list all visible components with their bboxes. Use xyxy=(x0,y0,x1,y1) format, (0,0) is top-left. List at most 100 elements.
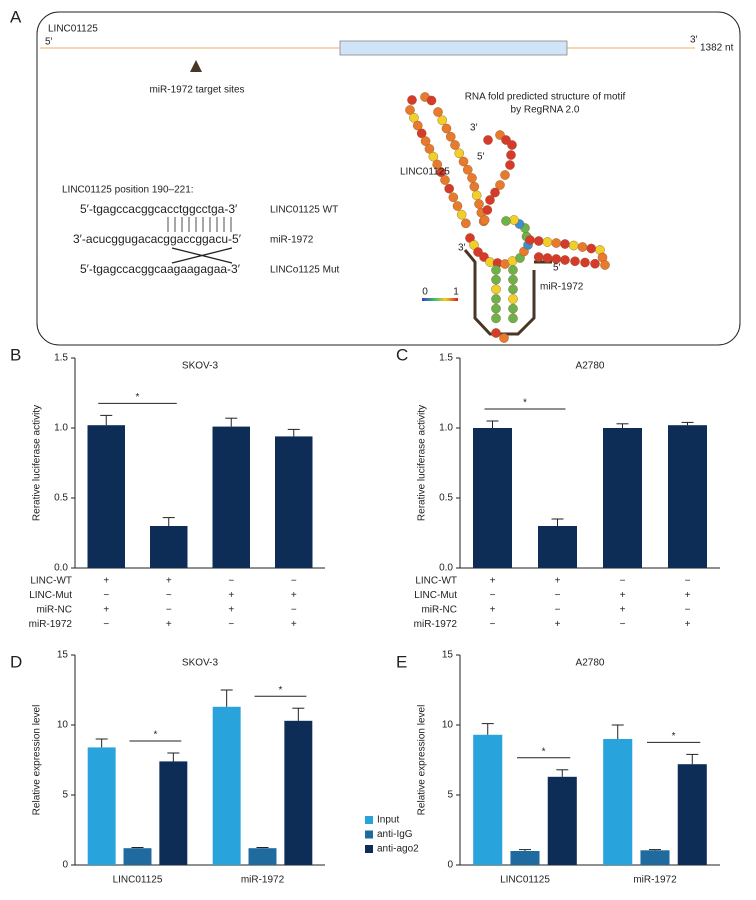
panel-label: A xyxy=(10,7,22,26)
condition-name: LINC-Mut xyxy=(29,590,72,601)
fold-label: LINC01125 xyxy=(400,167,450,178)
bar xyxy=(603,739,633,865)
nucleotide xyxy=(452,201,463,211)
bar xyxy=(248,848,277,865)
sequence: 5′-tgagccacggcaagaagagaa-3′ xyxy=(80,262,241,276)
nucleotide xyxy=(525,235,535,245)
nucleotide xyxy=(499,333,509,343)
condition-sign: + xyxy=(620,605,626,616)
nucleotide xyxy=(560,239,570,249)
nucleotide xyxy=(437,115,448,126)
y-tick-label: 0 xyxy=(447,860,453,871)
nucleotide xyxy=(482,205,493,215)
condition-name: miR-1972 xyxy=(29,619,73,630)
mir-bracket xyxy=(463,249,536,336)
nucleotide xyxy=(454,148,465,159)
y-tick-label: 15 xyxy=(442,650,454,661)
condition-sign: − xyxy=(490,619,496,630)
fold-label: miR-1972 xyxy=(540,282,584,293)
sequence: 3′-acucggugacacggaccggacu-5′ xyxy=(73,232,242,246)
nucleotide xyxy=(412,120,423,131)
fold-label: 5′ xyxy=(477,152,485,163)
nucleotide xyxy=(508,303,518,314)
nucleotide xyxy=(508,265,518,275)
nucleotide xyxy=(444,183,454,194)
condition-name: miR-NC xyxy=(421,605,457,616)
condition-sign: + xyxy=(103,576,109,587)
fold-subtitle: by RegRNA 2.0 xyxy=(511,105,580,116)
significance-label: * xyxy=(542,746,546,757)
condition-sign: − xyxy=(291,576,297,587)
y-tick-label: 5 xyxy=(447,790,453,801)
nucleotide xyxy=(450,140,460,150)
nucleotide xyxy=(568,240,579,251)
condition-name: miR-NC xyxy=(36,605,72,616)
nucleotide xyxy=(436,167,446,178)
bar xyxy=(212,706,241,865)
legend-swatch xyxy=(365,845,373,853)
nucleotide xyxy=(590,258,600,269)
nucleotide xyxy=(405,105,415,115)
y-axis-label: Rerative luciferase activity xyxy=(417,405,428,521)
condition-sign: − xyxy=(555,590,561,601)
x-tick-label: miR-1972 xyxy=(633,875,677,886)
panel-frame xyxy=(36,11,741,346)
condition-sign: − xyxy=(228,619,234,630)
condition-sign: − xyxy=(620,576,626,587)
nucleotide xyxy=(506,150,516,160)
chart-title: A2780 xyxy=(576,658,605,669)
x-tick-label: LINC01125 xyxy=(500,875,550,886)
chart-title: SKOV-3 xyxy=(182,658,219,669)
y-tick-label: 0.5 xyxy=(439,493,453,504)
y-tick-label: 1.0 xyxy=(54,423,68,434)
sequence-name: LINCo1125 Mut xyxy=(270,265,340,276)
nucleotide xyxy=(485,195,495,205)
nucleotide xyxy=(600,260,610,270)
condition-sign: + xyxy=(291,619,297,630)
nucleotide xyxy=(586,243,597,254)
nucleotide xyxy=(508,274,518,285)
y-tick-label: 5 xyxy=(62,790,68,801)
y-axis-label: Relative expression level xyxy=(417,705,428,816)
condition-sign: − xyxy=(291,605,297,616)
panel-label: B xyxy=(10,345,21,364)
bar xyxy=(159,761,188,865)
sequence: 5′-tgagccacggcacctggcctga-3′ xyxy=(80,202,238,216)
bar xyxy=(538,526,577,568)
nucleotide xyxy=(409,112,419,123)
condition-sign: − xyxy=(166,590,172,601)
five-end: 5′ xyxy=(45,37,53,48)
significance-label: * xyxy=(523,398,527,409)
nucleotide xyxy=(542,253,553,263)
condition-sign: + xyxy=(685,590,691,601)
y-axis-label: Relative expression level xyxy=(32,705,43,816)
legend-label: Input xyxy=(377,815,399,826)
nucleotide xyxy=(551,238,562,248)
y-tick-label: 0.0 xyxy=(439,563,453,574)
y-tick-label: 0.0 xyxy=(54,563,68,574)
nucleotide xyxy=(495,180,505,190)
condition-name: LINC-Mut xyxy=(414,590,457,601)
y-tick-label: 1.5 xyxy=(54,353,68,364)
nucleotide xyxy=(458,156,469,167)
bar xyxy=(547,776,577,865)
scale-bar xyxy=(422,298,458,301)
transcript-name: LINC01125 xyxy=(48,24,98,35)
nucleotide xyxy=(483,135,493,145)
nucleotide xyxy=(491,284,501,295)
fold-label: 5′ xyxy=(553,263,561,274)
bar xyxy=(677,764,707,865)
condition-sign: + xyxy=(555,619,561,630)
bar xyxy=(668,425,707,568)
nucleotide xyxy=(509,215,519,225)
condition-sign: + xyxy=(103,605,109,616)
nucleotide xyxy=(467,173,477,183)
condition-sign: − xyxy=(685,576,691,587)
condition-sign: − xyxy=(620,619,626,630)
y-tick-label: 0.5 xyxy=(54,493,68,504)
condition-sign: + xyxy=(490,605,496,616)
condition-sign: − xyxy=(166,605,172,616)
transcript-region xyxy=(339,40,568,56)
target-marker xyxy=(190,60,202,72)
